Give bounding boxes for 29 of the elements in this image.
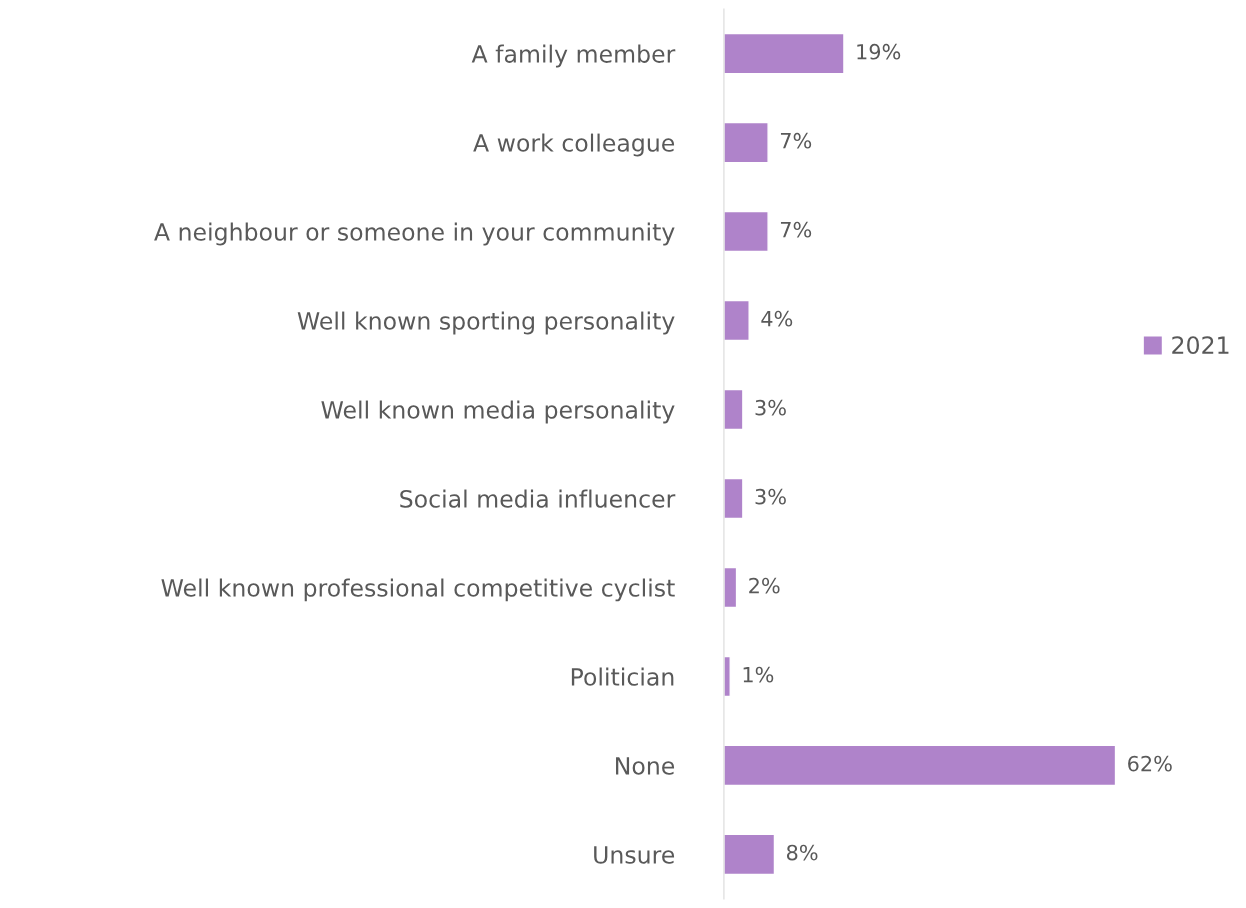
data-label: 3% bbox=[755, 488, 786, 505]
y-tick-label: Unsure bbox=[594, 846, 675, 864]
bar bbox=[723, 744, 1117, 787]
data-label: 2% bbox=[749, 577, 780, 594]
bar bbox=[723, 833, 776, 876]
legend-label: 2021 bbox=[1172, 336, 1229, 355]
data-label: 7% bbox=[780, 221, 812, 238]
bar bbox=[723, 210, 769, 253]
bar bbox=[723, 32, 845, 75]
data-label: 62% bbox=[1128, 755, 1172, 772]
data-label: 8% bbox=[786, 844, 818, 861]
y-tick-label: A family member bbox=[471, 44, 676, 68]
y-tick-label: Well known media personality bbox=[321, 400, 675, 424]
data-label: 4% bbox=[761, 310, 793, 327]
data-label: 7% bbox=[780, 132, 812, 149]
data-label: 1% bbox=[743, 666, 774, 683]
bar bbox=[723, 477, 744, 520]
bar bbox=[723, 388, 744, 431]
bar bbox=[723, 299, 750, 342]
y-tick-label: None bbox=[616, 757, 675, 775]
y-tick-label: Well known professional competitive cyclist bbox=[161, 578, 675, 602]
y-tick-label: Social media influencer bbox=[400, 489, 676, 508]
y-tick-label: Well known sporting personality bbox=[297, 311, 675, 335]
bar bbox=[723, 121, 769, 164]
data-label: 3% bbox=[755, 399, 786, 416]
y-tick-label: Politician bbox=[571, 667, 674, 686]
y-tick-label: A work colleague bbox=[473, 133, 675, 157]
data-label: 19% bbox=[857, 43, 901, 60]
y-tick-label: A neighbour or someone in your community bbox=[154, 222, 675, 246]
